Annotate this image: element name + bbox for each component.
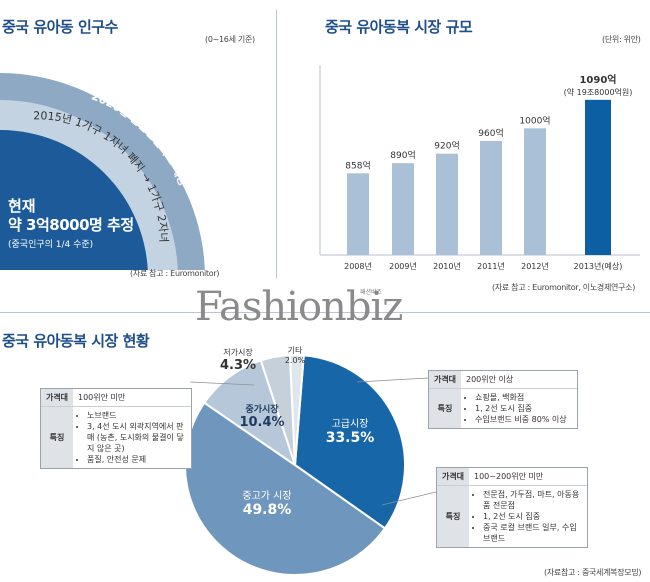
bar	[392, 163, 414, 255]
bar-tick-label: 2009년	[389, 261, 417, 271]
midhigh-feature-item: 중국 로컬 브랜드 일부, 수입브랜드	[483, 522, 582, 544]
bar-data-label: 890억	[390, 149, 415, 161]
vertical-divider	[276, 10, 277, 278]
fashionbiz-logo-tag: 패션비즈	[360, 289, 383, 296]
bar-data-label: 1000억	[519, 114, 550, 126]
bar	[480, 141, 502, 255]
population-title: 중국 유아동 인구수	[2, 18, 118, 36]
pie-label-other-value: 2.0%	[284, 356, 306, 365]
pie-label-high: 고급시장 33.5%	[320, 415, 380, 446]
pie-label-low-value: 4.3%	[219, 358, 257, 373]
bar-data-label: 920억	[434, 140, 459, 152]
bar-tick-label: 2011년	[477, 261, 505, 271]
low-feature-item: 품질, 안전성 문제	[87, 454, 186, 465]
bar	[347, 173, 369, 255]
bar	[585, 99, 611, 255]
fashionbiz-logo: Fashionbiz	[195, 284, 403, 330]
bar-tick-label: 2013년(예상)	[574, 261, 623, 271]
population-arc-graphic: 2026년 출산인센티브 제공 2015년 1가구 1자녀 폐지 → 1가구 2…	[0, 40, 205, 270]
midhigh-feature-header: 특징	[437, 486, 469, 547]
high-price-value: 200위안 이상	[466, 375, 514, 384]
midhigh-feature-item: 전문점, 가두점, 마트, 아동용품 전문점	[483, 489, 582, 511]
pie-label-mid: 중가시장 10.4%	[236, 402, 288, 430]
bar-data-label: 858억	[345, 159, 370, 171]
market-size-source: (자료 참고 : Euromonitor, 이노경제연구소)	[492, 283, 636, 292]
midhigh-feature-item: 1, 2선 도시 집중	[483, 511, 582, 522]
bar-extra-label: (약 19조8000억원)	[564, 87, 633, 97]
bar-tick-label: 2008년	[344, 261, 372, 271]
low-price-info-box: 가격대 100위안 미만 특징 노브랜드 3, 4선 도시 외곽지역에서 판매 …	[40, 388, 192, 469]
bar-data-label: 960억	[478, 127, 503, 139]
population-source: (자료 참고 : Euromonitor)	[130, 269, 220, 278]
market-size-unit: (단위: 위안)	[602, 35, 641, 44]
low-price-value: 100위안 미만	[78, 393, 126, 402]
market-size-bar-chart: 858억 2008년 890억 2009년 920억 2010년 960억 2011년 1000…	[319, 65, 640, 271]
pie-label-midhigh: 중고가 시장 49.8%	[232, 487, 302, 518]
population-now-label: 현재	[8, 197, 36, 215]
low-feature-item: 노브랜드	[87, 410, 186, 421]
market-status-source: (자료참고 : 중국세계복장모밍)	[544, 568, 642, 577]
low-feature-item: 3, 4선 도시 외곽지역에서 판매 (농촌, 도시화의 물결이 닿지 않은 곳…	[87, 421, 186, 454]
bar	[436, 153, 458, 255]
low-feature-header: 특징	[41, 407, 73, 468]
market-status-title: 중국 유아동복 시장 현황	[2, 332, 150, 350]
bar-tick-label: 2010년	[433, 261, 461, 271]
high-feature-header: 특징	[429, 389, 461, 428]
pie-label-midhigh-name: 중고가 시장	[242, 491, 292, 502]
high-price-info-box: 가격대 200위안 이상 특징 쇼핑몰, 백화점 1, 2선 도시 집중 수입브…	[428, 370, 578, 429]
pie-label-mid-name: 중가시장	[245, 405, 279, 415]
population-now-value: 약 3억8000명 추정	[8, 216, 134, 234]
high-price-header: 가격대	[429, 371, 461, 388]
pie-label-high-name: 고급시장	[331, 419, 369, 430]
high-feature-item: 쇼핑몰, 백화점	[475, 392, 572, 403]
midhigh-price-value: 100~200위안 미만	[474, 472, 544, 481]
horizontal-divider	[0, 312, 650, 313]
bar	[524, 128, 546, 255]
low-price-header: 가격대	[41, 389, 73, 406]
pie-label-high-value: 33.5%	[325, 430, 375, 446]
pie-label-low-name: 저가시장	[223, 348, 253, 357]
high-feature-item: 수입브랜드 비중 80% 이상	[475, 414, 572, 425]
market-size-title: 중국 유아동복 시장 규모	[325, 18, 473, 36]
bar-tick-label: 2012년	[521, 261, 549, 271]
market-status-pie-chart	[184, 354, 406, 576]
high-feature-item: 1, 2선 도시 집중	[475, 403, 572, 414]
midhigh-price-header: 가격대	[437, 468, 469, 485]
population-age-note: (0~16세 기준)	[205, 35, 255, 44]
pie-label-midhigh-value: 49.8%	[242, 502, 292, 518]
midhigh-price-info-box: 가격대 100~200위안 미만 특징 전문점, 가두점, 마트, 아동용품 전…	[436, 467, 588, 548]
pie-slice	[288, 354, 305, 466]
pie-slice	[202, 359, 297, 468]
pie-label-mid-value: 10.4%	[239, 415, 285, 430]
population-now-note: (중국인구의 1/4 수준)	[8, 240, 94, 250]
pie-label-other: 기타 2.0%	[280, 345, 310, 365]
bar-data-label: 1090억	[579, 74, 616, 86]
pie-label-low: 저가시장 4.3%	[214, 347, 262, 373]
pie-label-other-name: 기타	[287, 346, 303, 355]
